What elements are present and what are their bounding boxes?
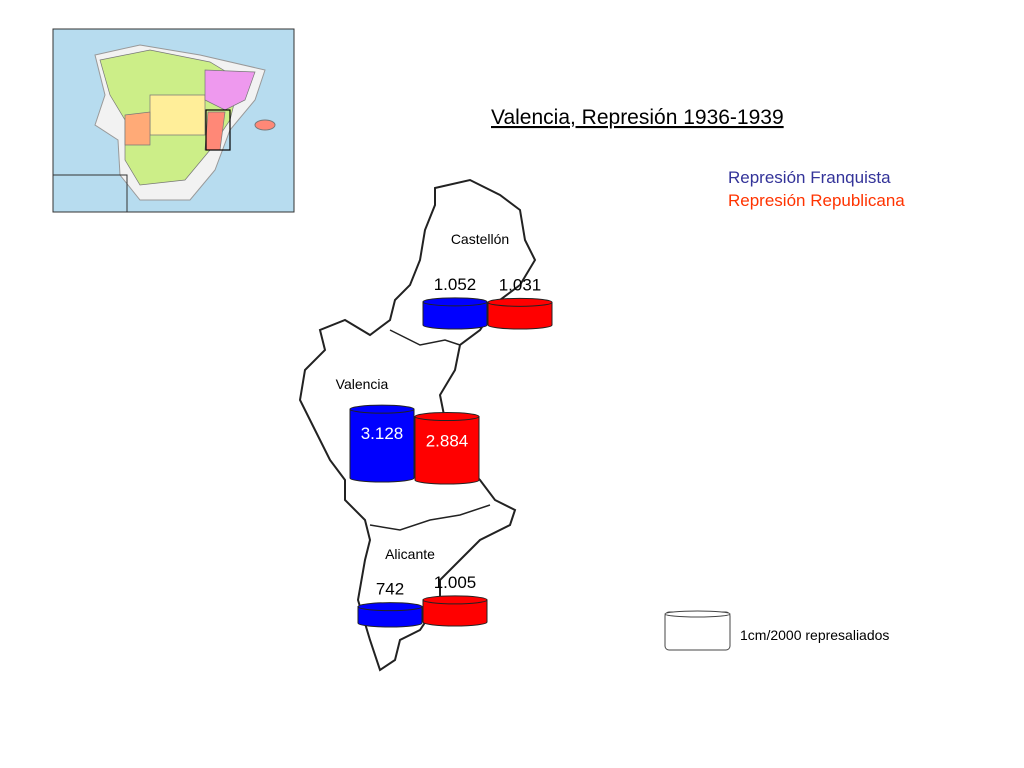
cylinder-top xyxy=(357,602,423,612)
value-label: 3.128 xyxy=(361,424,404,443)
cylinder-top xyxy=(422,595,488,605)
cylinder xyxy=(349,408,415,483)
scale-key xyxy=(664,610,731,651)
value-label: 1.005 xyxy=(434,573,477,592)
province-border xyxy=(369,504,491,531)
legend-entry: Represión Republicana xyxy=(728,191,905,210)
cylinder-top xyxy=(422,297,488,307)
cylinder-top xyxy=(414,412,480,422)
cylinder xyxy=(414,416,480,485)
cylinder xyxy=(357,606,423,628)
value-label: 1.052 xyxy=(434,275,477,294)
region-label: Valencia xyxy=(336,376,389,392)
region-label: Castellón xyxy=(451,231,509,247)
legend-entry: Represión Franquista xyxy=(728,168,891,187)
value-label: 2.884 xyxy=(426,432,469,451)
cylinder xyxy=(487,301,553,330)
province-border xyxy=(389,329,461,346)
cylinder-top xyxy=(349,404,415,414)
spain-inset xyxy=(52,28,295,213)
scale-label: 1cm/2000 represaliados xyxy=(740,627,889,643)
cylinder xyxy=(422,599,488,627)
title: Valencia, Represión 1936-1939 xyxy=(491,106,784,129)
value-label: 742 xyxy=(376,580,404,599)
cylinder-top xyxy=(487,297,553,307)
cylinder xyxy=(422,301,488,330)
value-label: 1.031 xyxy=(499,275,542,294)
region-label: Alicante xyxy=(385,546,435,562)
